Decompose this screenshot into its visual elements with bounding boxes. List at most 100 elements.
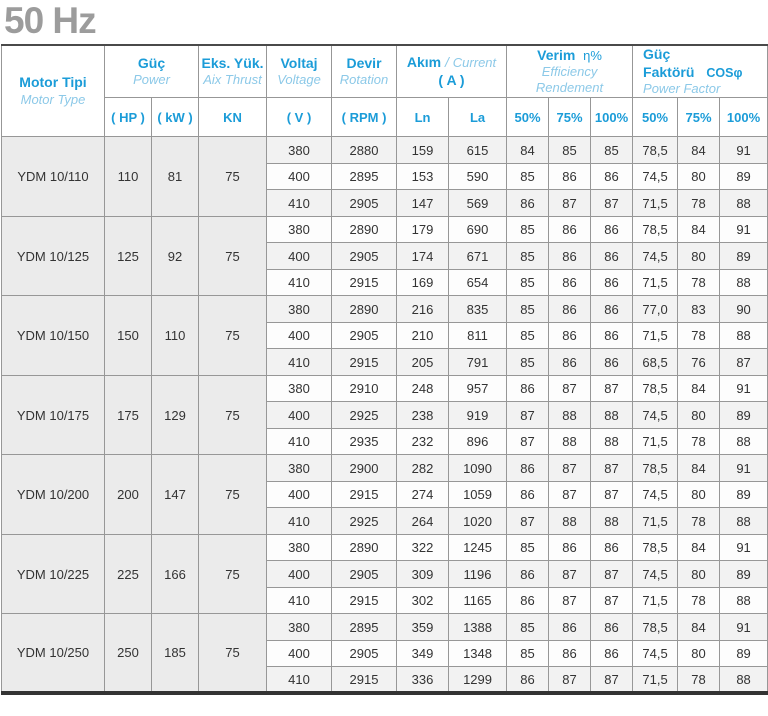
power-factor-label-tr: Güç Faktörü COSφ [643,46,743,80]
motor-type-cell: YDM 10/200 [1,454,105,535]
power-factor-100-cell: 88 [719,189,768,217]
ln-current-cell: 309 [396,560,450,588]
ln-current-cell: 205 [396,348,450,376]
rpm-cell: 2925 [331,401,398,429]
efficiency-100-cell: 85 [590,136,634,164]
col-header-motor-type: Motor Tipi Motor Type [1,44,105,138]
table-row: 400 2905 174 671 85 86 86 74,5 80 89 [2,242,768,270]
power-factor-100-cell: 88 [719,268,768,297]
efficiency-100-cell: 86 [590,533,634,562]
power-factor-50-cell: 74,5 [632,639,679,668]
la-current-cell: 919 [448,401,508,429]
efficiency-50-cell: 85 [506,215,550,244]
power-factor-50-cell: 74,5 [632,242,679,270]
efficiency-100-cell: 86 [590,639,634,668]
rpm-cell: 2915 [331,348,398,376]
power-factor-75-cell: 84 [677,136,721,164]
efficiency-50-cell: 85 [506,162,550,191]
col-subheader-pf-75: 75% [677,97,721,138]
efficiency-75-cell: 87 [548,586,592,615]
rpm-cell: 2935 [331,427,398,456]
power-factor-50-cell: 74,5 [632,480,679,509]
rpm-cell: 2905 [331,560,398,588]
voltage-cell: 400 [266,560,333,588]
la-current-cell: 1388 [448,613,508,641]
kn-cell: 75 [198,613,268,694]
table-row: 410 2935 232 896 87 88 88 71,5 78 88 [2,427,768,456]
efficiency-75-cell: 86 [548,268,592,297]
power-factor-100-cell: 88 [719,586,768,615]
ln-current-cell: 264 [396,507,450,535]
voltage-label-tr: Voltaj [280,54,318,71]
ln-current-cell: 210 [396,321,450,350]
la-current-cell: 1348 [448,639,508,668]
efficiency-100-cell: 88 [590,401,634,429]
power-factor-100-cell: 91 [719,215,768,244]
ln-current-cell: 248 [396,374,450,403]
ln-current-cell: 302 [396,586,450,615]
power-factor-100-cell: 89 [719,162,768,191]
efficiency-50-cell: 85 [506,348,550,376]
ln-current-cell: 274 [396,480,450,509]
efficiency-75-cell: 86 [548,613,592,641]
kn-cell: 75 [198,533,268,615]
efficiency-75-cell: 88 [548,427,592,456]
table-row: 400 2915 274 1059 86 87 87 74,5 80 89 [2,480,768,509]
table-row: YDM 10/225 225 166 75 380 2890 322 1245 85 86 86 78… [1,533,768,615]
kw-cell: 129 [150,374,200,456]
la-current-cell: 896 [448,427,508,456]
voltage-cell: 380 [266,533,333,562]
power-factor-100-cell: 91 [719,533,768,562]
power-factor-75-cell: 80 [677,480,721,509]
la-current-cell: 1245 [448,533,508,562]
la-current-cell: 957 [448,374,508,403]
kw-cell: 147 [150,454,200,535]
table-row: YDM 10/125 125 92 75 380 2890 179 690 85 86 86 78,5… [1,215,768,297]
efficiency-50-cell: 87 [506,427,550,456]
efficiency-75-cell: 86 [548,639,592,668]
table-row: 410 2905 147 569 86 87 87 71,5 78 88 [2,189,768,217]
voltage-cell: 380 [266,136,333,164]
efficiency-50-cell: 85 [506,613,550,641]
table-row: YDM 10/150 150 110 75 380 2890 216 835 85 86 86 77,… [1,295,768,376]
rotation-label-en: Rotation [339,72,389,88]
kn-cell: 75 [198,215,268,297]
table-row: 400 2905 349 1348 85 86 86 74,5 80 89 [2,639,768,668]
power-factor-75-cell: 78 [677,586,721,615]
efficiency-50-cell: 86 [506,666,550,694]
rpm-cell: 2905 [331,189,398,217]
voltage-cell: 400 [266,401,333,429]
efficiency-50-cell: 85 [506,295,550,323]
power-factor-50-cell: 71,5 [632,586,679,615]
power-factor-75-cell: 84 [677,374,721,403]
ln-current-cell: 179 [396,215,450,244]
kn-cell: 75 [198,295,268,376]
power-factor-50-cell: 71,5 [632,507,679,535]
kn-cell: 75 [198,136,268,217]
power-factor-100-cell: 89 [719,401,768,429]
voltage-cell: 400 [266,321,333,350]
efficiency-label-tr: Verim η% [537,46,602,63]
rpm-cell: 2900 [331,454,398,482]
motor-type-cell: YDM 10/250 [1,613,105,694]
col-header-rotation: Devir Rotation [331,44,398,99]
la-current-cell: 569 [448,189,508,217]
table-row: 410 2915 169 654 85 86 86 71,5 78 88 [2,268,768,297]
la-current-cell: 1020 [448,507,508,535]
voltage-cell: 410 [266,189,333,217]
kw-cell: 92 [150,215,200,297]
hp-cell: 250 [104,613,152,694]
power-factor-100-cell: 89 [719,560,768,588]
efficiency-50-cell: 85 [506,242,550,270]
efficiency-100-cell: 86 [590,295,634,323]
efficiency-100-cell: 86 [590,321,634,350]
efficiency-75-cell: 87 [548,454,592,482]
col-subheader-rpm: ( RPM ) [331,97,398,138]
power-factor-75-cell: 78 [677,666,721,694]
col-subheader-volts: ( V ) [266,97,333,138]
rpm-cell: 2890 [331,533,398,562]
rpm-cell: 2925 [331,507,398,535]
efficiency-100-cell: 86 [590,348,634,376]
la-current-cell: 835 [448,295,508,323]
ln-current-cell: 349 [396,639,450,668]
